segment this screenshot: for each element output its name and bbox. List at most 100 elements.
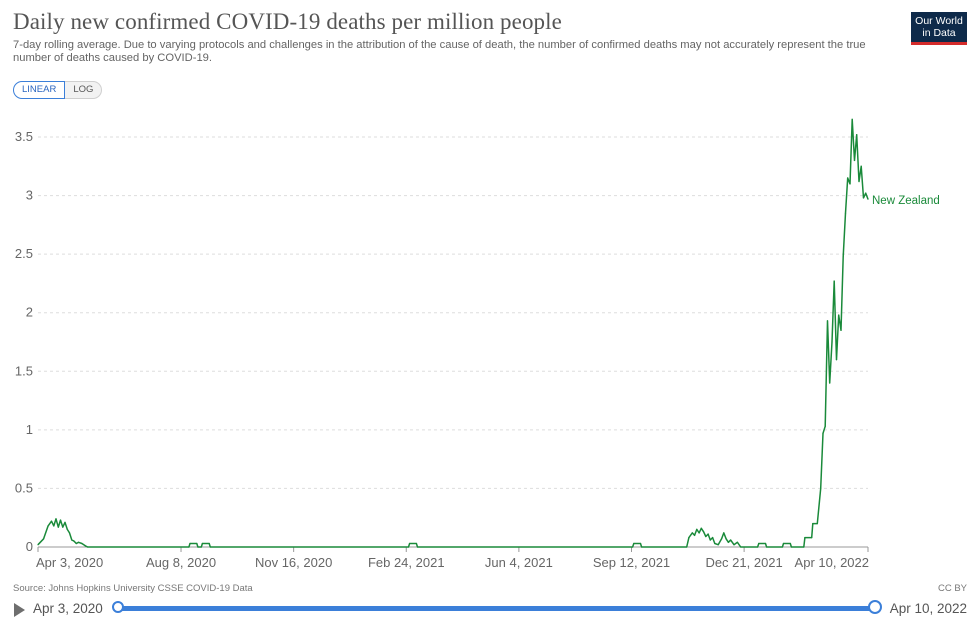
data-point [209, 546, 211, 548]
data-point [68, 532, 71, 534]
y-tick-label: 3 [26, 188, 33, 203]
data-point [62, 526, 64, 528]
data-point [835, 359, 838, 361]
data-point [703, 531, 705, 533]
data-point [816, 523, 818, 525]
data-point [844, 212, 847, 214]
data-point [641, 546, 643, 548]
data-point [847, 177, 849, 179]
x-axis-ticks: Apr 3, 2020 Aug 8, 2020 Nov 16, 2020 Feb 24… [36, 546, 869, 570]
x-tick-label: Apr 10, 2022 [795, 555, 869, 570]
data-point [838, 314, 840, 316]
data-point [782, 542, 785, 545]
data-point [829, 382, 831, 384]
data-point [415, 542, 417, 545]
data-point [686, 546, 688, 548]
data-point [862, 197, 865, 199]
scale-toggle: LINEAR LOG [13, 81, 103, 99]
data-point [860, 165, 862, 167]
data-point [849, 183, 851, 185]
data-point [53, 525, 55, 527]
source-note[interactable]: Source: Johns Hopkins University CSSE CO… [13, 583, 253, 594]
timeline-end-handle[interactable] [868, 600, 882, 614]
chart-title: Daily new confirmed COVID-19 deaths per … [13, 9, 562, 34]
license-label[interactable]: CC BY [937, 583, 967, 594]
logo-line-1: Our World [915, 15, 963, 27]
data-point [736, 541, 739, 543]
data-point [409, 542, 411, 545]
line-chart: 0 0.5 1 1.5 2 2.5 3 3.5 Apr 3, 2020 Aug 8, 2020 N… [15, 118, 940, 570]
data-point [811, 537, 813, 539]
data-point [64, 521, 66, 524]
data-point [197, 546, 199, 548]
series-label-new-zealand: New Zealand [872, 195, 940, 207]
data-point [59, 519, 62, 521]
y-tick-label: 0 [26, 539, 33, 554]
data-point [714, 542, 716, 545]
log-scale-button[interactable]: LOG [65, 81, 103, 99]
data-point [50, 520, 53, 522]
data-point [691, 532, 693, 534]
play-icon[interactable] [14, 603, 25, 617]
data-point [709, 539, 711, 541]
data-point [407, 546, 410, 548]
x-tick-label: Apr 3, 2020 [36, 555, 103, 570]
data-point [725, 538, 727, 540]
timeline-start-handle[interactable] [112, 601, 124, 613]
data-point [758, 542, 760, 545]
data-point [705, 535, 707, 538]
data-point [55, 518, 57, 520]
data-point [740, 546, 742, 548]
data-point [71, 539, 73, 541]
data-point [822, 432, 824, 434]
data-point [842, 255, 844, 258]
data-point [790, 546, 793, 548]
data-point [639, 542, 642, 545]
data-point [57, 526, 59, 528]
data-point [81, 542, 83, 545]
y-tick-label: 2.5 [15, 246, 33, 261]
gridlines [38, 136, 868, 489]
series-layer: New Zealand [37, 118, 940, 548]
data-point [37, 544, 39, 546]
owid-logo[interactable]: Our World in Data [911, 12, 967, 45]
chart-subtitle: 7-day rolling average. Due to varying pr… [13, 39, 866, 64]
data-point [196, 542, 198, 545]
data-point [633, 542, 635, 545]
timeline-start-label: Apr 3, 2020 [33, 601, 103, 616]
data-point [66, 528, 68, 531]
y-tick-label: 1 [26, 422, 33, 437]
data-point [696, 528, 698, 531]
data-point [707, 533, 709, 535]
data-point [804, 537, 806, 539]
data-point [865, 192, 867, 194]
data-point [77, 541, 80, 543]
timeline-end-label: Apr 10, 2022 [889, 601, 967, 616]
data-point [208, 542, 210, 545]
y-tick-label: 0.5 [15, 480, 33, 495]
data-point [73, 540, 75, 542]
data-point [75, 542, 77, 545]
data-point [766, 546, 768, 548]
data-point [833, 280, 835, 282]
data-point [867, 198, 869, 200]
data-point [853, 159, 856, 161]
data-point [757, 546, 759, 548]
timeline-track[interactable] [118, 606, 875, 611]
y-tick-label: 2 [26, 305, 33, 320]
data-point [727, 541, 730, 543]
x-tick-label: Sep 12, 2021 [593, 555, 670, 570]
data-point [803, 546, 805, 548]
data-point [189, 542, 191, 545]
data-point [47, 525, 49, 527]
data-point [723, 532, 725, 534]
linear-scale-button[interactable]: LINEAR [13, 81, 66, 99]
data-point [721, 538, 723, 540]
data-point [858, 180, 860, 183]
data-point [789, 542, 791, 545]
data-point [820, 487, 822, 489]
data-point [856, 134, 858, 136]
x-tick-label: Aug 8, 2020 [146, 555, 216, 570]
data-point [730, 539, 732, 541]
data-point [688, 537, 690, 539]
